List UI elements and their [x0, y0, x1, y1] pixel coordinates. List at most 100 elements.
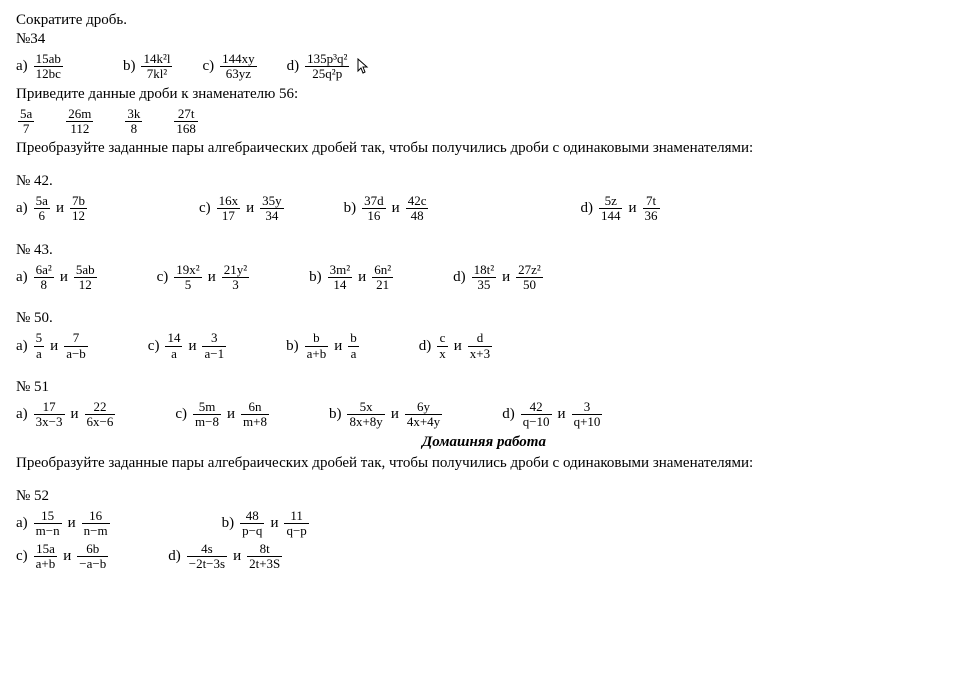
denominator: a	[34, 346, 45, 361]
denominator: q−p	[284, 523, 308, 538]
numerator: 5ab	[74, 263, 97, 277]
denominator: a+b	[305, 346, 329, 361]
numerator: 16	[82, 509, 110, 523]
p50-a: а) 5a и 7a−b	[16, 331, 90, 361]
denominator: a−b	[64, 346, 88, 361]
and-text: и	[63, 548, 71, 565]
fraction: 26m 112	[66, 107, 93, 137]
problem-number-52: № 52	[16, 488, 952, 505]
denominator: 17	[217, 208, 241, 223]
p50-c: с) 14a и 3a−1	[148, 331, 228, 361]
fraction: 135p³q² 25q²p	[305, 52, 349, 82]
instruction-transform-pairs-2: Преобразуйте заданные пары алгебраически…	[16, 455, 952, 472]
and-text: и	[227, 406, 235, 423]
label-a: а)	[16, 406, 28, 423]
instruction-transform-pairs: Преобразуйте заданные пары алгебраически…	[16, 140, 952, 157]
label-b: b)	[123, 58, 136, 75]
label-c: с)	[175, 406, 187, 423]
denominator: a−1	[202, 346, 226, 361]
problem-52-row1: а) 15m−n и 16n−m b) 48p−q и 11q−p	[16, 509, 952, 539]
problem-number-51: № 51	[16, 379, 952, 396]
denominator: 50	[516, 277, 543, 292]
numerator: 7t	[643, 194, 660, 208]
numerator: 7	[64, 331, 88, 345]
numerator: 18t²	[472, 263, 497, 277]
p51-b: b) 5x8x+8y и 6y4x+4y	[329, 400, 444, 430]
denominator: 6	[34, 208, 50, 223]
numerator: 19x²	[174, 263, 201, 277]
numerator: 3	[572, 400, 603, 414]
numerator: 135p³q²	[305, 52, 349, 66]
numerator: 6a²	[34, 263, 54, 277]
numerator: c	[437, 331, 448, 345]
numerator: 5	[34, 331, 45, 345]
denominator: a	[165, 346, 182, 361]
numerator: 11	[284, 509, 308, 523]
label-d: d)	[419, 338, 432, 355]
numerator: 21y²	[222, 263, 249, 277]
label-a: а)	[16, 269, 28, 286]
and-text: и	[60, 269, 68, 286]
numerator: 14k²l	[141, 52, 172, 66]
p50-d: d) cx и dx+3	[419, 331, 494, 361]
denominator: 8	[34, 277, 54, 292]
denominator: m−8	[193, 414, 221, 429]
p34-c: c) 144xy 63yz	[202, 52, 258, 82]
denominator: m−n	[34, 523, 62, 538]
p43-c: с) 19x²5 и 21y²3	[157, 263, 252, 293]
denominator: 168	[174, 121, 198, 136]
numerator: 6n	[241, 400, 269, 414]
and-text: и	[188, 338, 196, 355]
p34-b: b) 14k²l 7kl²	[123, 52, 175, 82]
numerator: 35y	[260, 194, 284, 208]
p42-a: а) 5a6 и 7b12	[16, 194, 89, 224]
problem-number-50: № 50.	[16, 310, 952, 327]
p51-c: с) 5mm−8 и 6nm+8	[175, 400, 271, 430]
and-text: и	[208, 269, 216, 286]
fraction: 27t 168	[174, 107, 198, 137]
denominator: 144	[599, 208, 623, 223]
and-text: и	[56, 200, 64, 217]
and-text: и	[628, 200, 636, 217]
p52-b: b) 48p−q и 11q−p	[222, 509, 311, 539]
label-b: b)	[309, 269, 322, 286]
homework-heading: Домашняя работа	[16, 434, 952, 451]
p43-a: а) 6a²8 и 5ab12	[16, 263, 99, 293]
denominator: −2t−3s	[187, 556, 227, 571]
denominator: 12bc	[34, 66, 63, 81]
denominator: x	[437, 346, 448, 361]
denominator: 7	[18, 121, 34, 136]
numerator: 15a	[34, 542, 58, 556]
fraction: 5a 7	[18, 107, 34, 137]
label-d: d)	[287, 58, 300, 75]
numerator: 16x	[217, 194, 241, 208]
fraction: 15ab 12bc	[34, 52, 63, 82]
numerator: d	[468, 331, 492, 345]
and-text: и	[358, 269, 366, 286]
denominator: 34	[260, 208, 284, 223]
and-text: и	[391, 406, 399, 423]
problem-52-row2: с) 15aa+b и 6b−a−b d) 4s−2t−3s и 8t2t+3S	[16, 542, 952, 572]
label-b: b)	[286, 338, 299, 355]
problem-number-43: № 43.	[16, 242, 952, 259]
denominator: 7kl²	[141, 66, 172, 81]
problem-43-row: а) 6a²8 и 5ab12 с) 19x²5 и 21y²3 b) 3m² 1…	[16, 263, 952, 293]
numerator: 27z²	[516, 263, 543, 277]
p52-c: с) 15aa+b и 6b−a−b	[16, 542, 110, 572]
denominator: 2t+3S	[247, 556, 282, 571]
numerator: 3m²	[328, 263, 353, 277]
numerator: 37d	[362, 194, 386, 208]
and-text: и	[270, 515, 278, 532]
denominator: q−10	[521, 414, 552, 429]
label-d: d)	[168, 548, 181, 565]
problem-50-row: а) 5a и 7a−b с) 14a и 3a−1 b) ba+b и ba …	[16, 331, 952, 361]
numerator: 4s	[187, 542, 227, 556]
denominator: 6x−6	[85, 414, 116, 429]
numerator: 144xy	[220, 52, 257, 66]
denominator: a	[348, 346, 359, 361]
problem-number-34: №34	[16, 31, 952, 48]
label-c: c)	[202, 58, 214, 75]
numerator: 42	[521, 400, 552, 414]
label-b: b)	[344, 200, 357, 217]
and-text: и	[454, 338, 462, 355]
